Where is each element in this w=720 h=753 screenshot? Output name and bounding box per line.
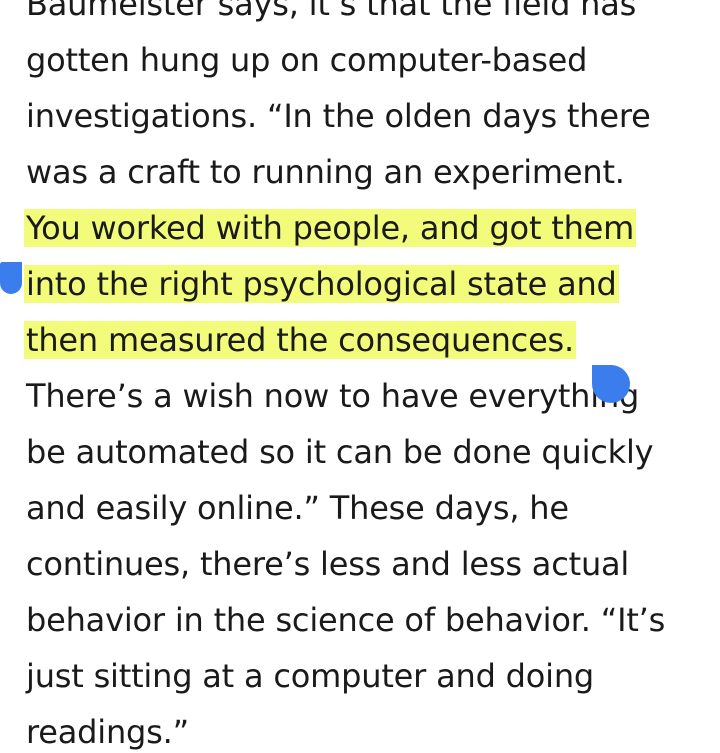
article-line: readings.” <box>26 713 189 751</box>
selection-highlight[interactable]: then measured the consequences. <box>24 321 577 359</box>
article-line: and easily online.” These days, he <box>26 489 569 527</box>
selection-highlight[interactable]: into the right psychological state and <box>24 265 619 303</box>
selected-text-line[interactable]: then measured the consequences. <box>24 312 706 368</box>
article-body: Baumeister says, it’s that the field has… <box>24 0 706 753</box>
article-line: behavior in the science of behavior. “It… <box>26 601 666 639</box>
selected-text-line[interactable]: You worked with people, and got them <box>24 200 706 256</box>
article-line: gotten hung up on computer-based <box>26 41 588 79</box>
article-line: continues, there’s less and less actual <box>26 545 630 583</box>
selected-text-line[interactable]: into the right psychological state and <box>24 256 706 312</box>
article-line: There’s a wish now to have everything <box>26 377 640 415</box>
article-line: investigations. “In the olden days there <box>26 97 651 135</box>
article-line: Baumeister says, it’s that the field has <box>26 0 637 23</box>
article-line: was a craft to running an experiment. <box>26 153 625 191</box>
article-line: just sitting at a computer and doing <box>26 657 595 695</box>
selection-start-handle[interactable] <box>0 262 22 294</box>
selection-end-handle[interactable] <box>592 365 630 403</box>
selection-highlight[interactable]: You worked with people, and got them <box>24 209 637 247</box>
article-line: be automated so it can be done quickly <box>26 433 654 471</box>
